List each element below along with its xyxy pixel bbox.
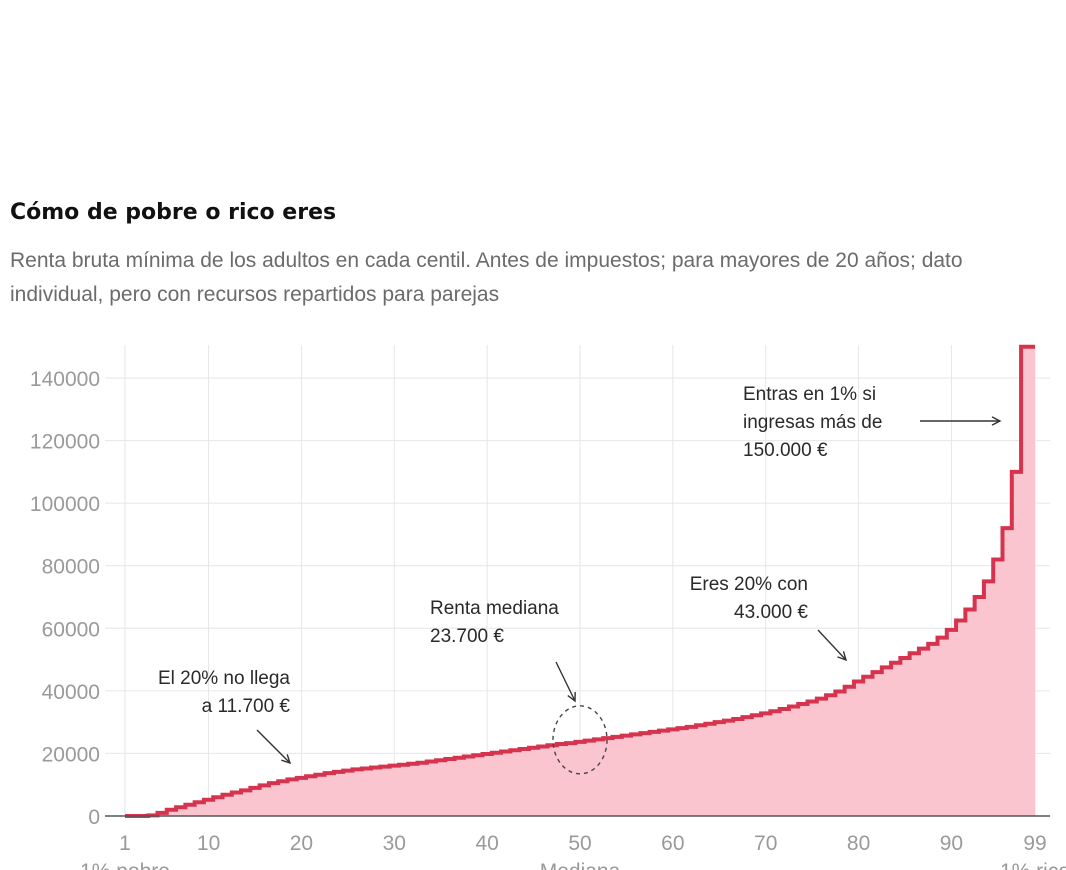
- x-tick-label: 50: [568, 832, 591, 855]
- annotation-text: a 11.700 €: [202, 696, 291, 717]
- arrow-median: [555, 661, 576, 702]
- x-tick-label: 90: [940, 832, 963, 855]
- income-area-fill: [125, 346, 1035, 816]
- axis-layer: 0 20000 40000 60000 80000 100000 120000 140000 1…: [30, 368, 1066, 870]
- annotation-text: ingresas más de: [743, 412, 882, 433]
- arrow-median-head: [567, 691, 576, 703]
- x-tick-label: 1: [119, 832, 131, 855]
- annotations: El 20% no llega a 11.700 € Renta mediana 23…: [158, 384, 1002, 775]
- y-tick-label: 60000: [42, 618, 100, 641]
- x-tick-label: 70: [754, 832, 777, 855]
- x-tick-label: 30: [383, 832, 406, 855]
- y-tick-label: 80000: [42, 556, 100, 579]
- income-step-line: [125, 344, 1035, 818]
- x-tick-label: 60: [661, 832, 684, 855]
- grid: [105, 345, 1050, 816]
- x-tick-label: 99: [1023, 832, 1046, 855]
- x-tick-label: 20: [290, 832, 313, 855]
- area-layer: [125, 344, 1035, 818]
- arrow-p80: [817, 629, 847, 661]
- annotation-text: Eres 20% con: [690, 574, 808, 595]
- y-tick-label: 40000: [42, 681, 100, 704]
- annotation-text: 23.700 €: [430, 626, 504, 647]
- arrow-p99-head: [991, 416, 1002, 426]
- y-tick-label: 100000: [30, 493, 100, 516]
- y-tick-label: 0: [88, 806, 100, 829]
- y-tick-label: 140000: [30, 368, 100, 391]
- annotation-text: 43.000 €: [734, 602, 808, 623]
- x-tick-sublabel: 1% rico: [1000, 860, 1066, 870]
- annotation-text: 150.000 €: [743, 440, 828, 461]
- arrow-p20: [256, 729, 291, 764]
- x-tick-sublabel: Mediana: [540, 860, 621, 870]
- x-tick-sublabel: 1% pobre: [80, 860, 170, 870]
- y-tick-label: 120000: [30, 431, 100, 454]
- median-highlight-circle: [552, 705, 608, 775]
- y-tick-label: 20000: [42, 743, 100, 766]
- x-tick-label: 10: [197, 832, 220, 855]
- x-tick-label: 40: [475, 832, 498, 855]
- x-tick-label: 80: [847, 832, 870, 855]
- arrow-p80-head: [837, 651, 848, 662]
- annotation-text: Entras en 1% si: [743, 384, 876, 405]
- chart-title: Cómo de pobre o rico eres: [10, 200, 337, 225]
- annotation-text: Renta mediana: [430, 598, 559, 619]
- chart-subtitle: Renta bruta mínima de los adultos en cad…: [10, 249, 963, 306]
- arrow-p20-head: [281, 754, 292, 765]
- annotation-text: El 20% no llega: [158, 668, 290, 689]
